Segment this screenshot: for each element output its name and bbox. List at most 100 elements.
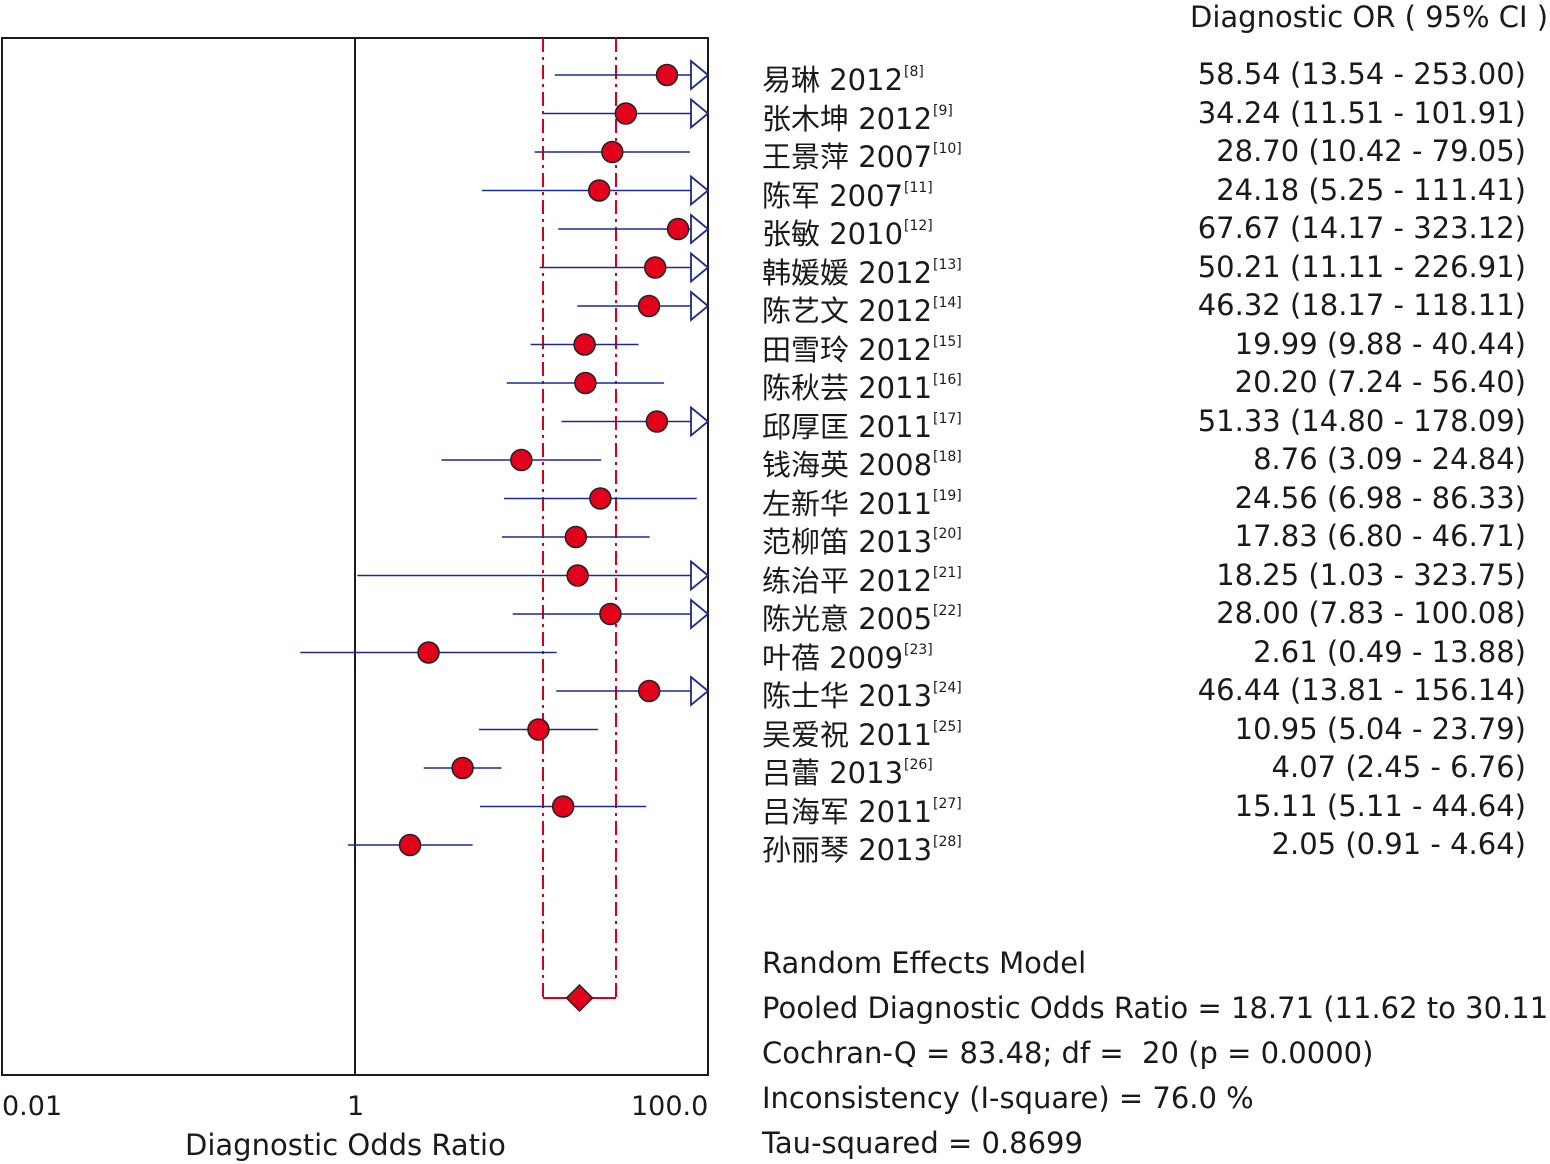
study-ci-value: 19.99 (9.88 - 40.44) (1234, 326, 1526, 361)
study-label: 陈军 2007[11] (762, 173, 933, 215)
study-ref: [18] (933, 449, 962, 465)
study-ci-value: 20.20 (7.24 - 56.40) (1234, 365, 1526, 399)
study-name: 韩媛媛 2012 (762, 255, 933, 290)
study-label: 钱海英 2008[18] (762, 442, 962, 484)
study-ref: [17] (933, 410, 962, 427)
study-name: 练治平 2012 (762, 563, 933, 598)
study-label: 陈艺文 2012[14] (762, 288, 962, 330)
study-ci-value: 10.95 (5.04 - 23.79) (1234, 711, 1526, 746)
ci-arrow-truncated (690, 251, 710, 284)
study-point (614, 102, 638, 125)
study-label: 邱厚匡 2011[17] (762, 404, 962, 446)
study-ref: [16] (933, 372, 962, 388)
study-ref: [21] (933, 564, 962, 581)
study-point (451, 756, 474, 780)
ci-arrow-truncated (690, 405, 710, 438)
cochran-q-text: Cochran-Q = 83.48; df = 20 (p = 0.0000) (762, 1036, 1374, 1070)
study-ci-value: 67.67 (14.17 - 323.12) (1197, 211, 1526, 245)
ci-arrow-truncated (690, 290, 710, 322)
study-ci-value: 4.07 (2.45 - 6.76) (1271, 750, 1526, 784)
pooled-estimate-diamond (565, 983, 594, 1013)
study-label: 陈士华 2013[24] (762, 673, 962, 715)
study-point (589, 487, 612, 510)
study-point (643, 256, 667, 279)
study-ci-value: 58.54 (13.54 - 253.00) (1197, 57, 1526, 91)
study-name: 钱海英 2008 (762, 448, 933, 482)
study-ci-value: 18.25 (1.03 - 323.75) (1216, 557, 1526, 592)
study-name: 王景萍 2007 (762, 140, 933, 174)
study-label: 陈秋芸 2011[16] (762, 365, 962, 407)
study-label: 张敏 2010[12] (762, 211, 933, 253)
study-label: 陈光意 2005[22] (762, 596, 962, 638)
study-label: 练治平 2012[21] (762, 558, 962, 600)
study-ci-value: 17.83 (6.80 - 46.71) (1234, 519, 1526, 553)
ci-arrow-truncated (690, 97, 710, 130)
ci-arrow-truncated (690, 559, 710, 592)
study-ci-value: 50.21 (11.11 - 226.91) (1197, 249, 1526, 284)
study-label: 孙丽琴 2013[28] (762, 827, 962, 869)
study-ref: [19] (933, 487, 962, 504)
study-ref: [14] (933, 295, 962, 311)
study-label: 叶蓓 2009[23] (762, 635, 933, 677)
study-ref: [8] (904, 64, 924, 80)
x-tick-label-one: 1 (347, 1091, 364, 1122)
study-point (527, 718, 550, 741)
study-ci-value: 51.33 (14.80 - 178.09) (1197, 403, 1526, 438)
study-point (398, 833, 422, 857)
study-name: 张木坤 2012 (762, 101, 933, 136)
study-ref: [9] (933, 102, 953, 119)
ci-arrow-truncated (690, 675, 710, 707)
study-name: 陈军 2007 (762, 178, 904, 213)
study-label: 吕海军 2011[27] (762, 789, 962, 831)
study-ci-value: 28.70 (10.42 - 79.05) (1216, 134, 1526, 168)
plot-area (1, 37, 710, 1076)
tau-squared-text: Tau-squared = 0.8699 (762, 1126, 1083, 1160)
study-point (645, 410, 669, 433)
study-ci-value: 28.00 (7.83 - 100.08) (1216, 596, 1526, 630)
study-name: 张敏 2010 (762, 217, 904, 251)
ci-arrow-truncated (690, 59, 710, 91)
study-ref: [25] (933, 718, 962, 735)
study-name: 易琳 2012 (762, 63, 904, 97)
study-name: 田雪玲 2012 (762, 332, 933, 367)
study-point (574, 371, 597, 395)
study-point (566, 564, 589, 587)
study-name: 陈士华 2013 (762, 679, 933, 713)
study-point (655, 63, 679, 87)
study-label: 王景萍 2007[10] (762, 134, 962, 176)
study-label: 吴爱祝 2011[25] (762, 712, 962, 754)
column-header: Diagnostic OR ( 95% CI ) (1190, 0, 1549, 34)
study-ref: [28] (933, 834, 962, 850)
study-name: 叶蓓 2009 (762, 640, 904, 675)
study-label: 张木坤 2012[9] (762, 96, 953, 138)
study-point (637, 679, 661, 703)
study-ci-value: 46.44 (13.81 - 156.14) (1197, 673, 1526, 707)
study-ref: [10] (933, 141, 962, 157)
study-ref: [13] (933, 256, 962, 273)
x-tick-label-min: 0.01 (2, 1091, 62, 1122)
study-ci-value: 24.56 (6.98 - 86.33) (1234, 480, 1526, 515)
study-ci-value: 34.24 (11.51 - 101.91) (1197, 95, 1526, 130)
model-label: Random Effects Model (762, 946, 1087, 980)
study-ci-value: 8.76 (3.09 - 24.84) (1253, 442, 1526, 476)
study-point (551, 795, 575, 818)
study-ref: [11] (904, 179, 933, 196)
study-label: 韩媛媛 2012[13] (762, 250, 962, 292)
study-ref: [20] (933, 526, 962, 542)
ci-arrow-truncated (690, 174, 710, 207)
study-ci-value: 24.18 (5.25 - 111.41) (1216, 172, 1526, 207)
study-label: 田雪玲 2012[15] (762, 327, 962, 369)
study-name: 吕海军 2011 (762, 794, 933, 829)
study-ref: [23] (904, 641, 933, 658)
study-ref: [22] (933, 603, 962, 619)
study-ci-value: 46.32 (18.17 - 118.11) (1197, 288, 1526, 322)
study-point (599, 602, 622, 626)
study-ref: [24] (933, 680, 962, 696)
study-point (666, 217, 690, 241)
ci-arrow-truncated (690, 598, 710, 630)
study-name: 陈艺文 2012 (762, 294, 933, 328)
study-ref: [27] (933, 795, 962, 812)
study-name: 吴爱祝 2011 (762, 717, 933, 752)
study-ref: [15] (933, 333, 962, 350)
